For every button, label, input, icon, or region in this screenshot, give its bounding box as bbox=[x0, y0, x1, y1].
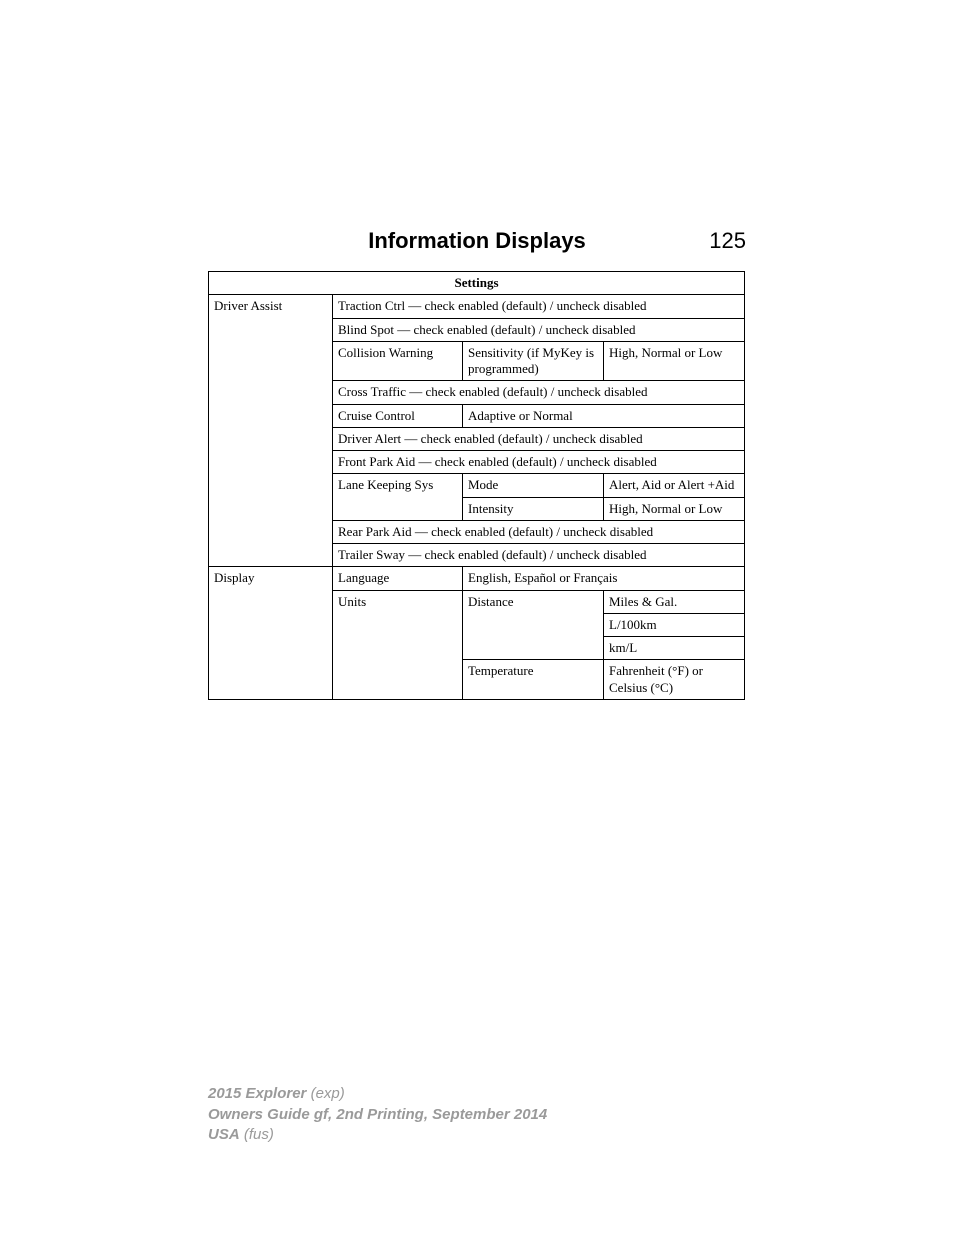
cell-rear-park: Rear Park Aid — check enabled (default) … bbox=[333, 520, 745, 543]
cell-collision-sensitivity: Sensitivity (if MyKey is programmed) bbox=[463, 341, 604, 381]
footer-guide: Owners Guide gf, 2nd Printing, September… bbox=[208, 1106, 547, 1123]
settings-table: Settings Driver Assist Traction Ctrl — c… bbox=[208, 271, 745, 700]
cell-language-value: English, Español or Français bbox=[463, 567, 745, 590]
cell-distance-opt-1: L/100km bbox=[604, 613, 745, 636]
cell-distance-opt-0: Miles & Gal. bbox=[604, 590, 745, 613]
cell-temperature-label: Temperature bbox=[463, 660, 604, 700]
cell-blind-spot: Blind Spot — check enabled (default) / u… bbox=[333, 318, 745, 341]
cell-lane-intensity-value: High, Normal or Low bbox=[604, 497, 745, 520]
cell-traction: Traction Ctrl — check enabled (default) … bbox=[333, 295, 745, 318]
page-number: 125 bbox=[709, 228, 746, 254]
page-title: Information Displays bbox=[368, 228, 586, 254]
cell-units-label: Units bbox=[333, 590, 463, 699]
table-header-row: Settings bbox=[209, 272, 745, 295]
footer-line-3: USA (fus) bbox=[208, 1125, 547, 1145]
cell-trailer-sway: Trailer Sway — check enabled (default) /… bbox=[333, 544, 745, 567]
cell-cruise-label: Cruise Control bbox=[333, 404, 463, 427]
section-label-display: Display bbox=[209, 567, 333, 700]
footer-model: 2015 Explorer bbox=[208, 1085, 306, 1102]
cell-driver-alert: Driver Alert — check enabled (default) /… bbox=[333, 427, 745, 450]
cell-lane-keeping-label: Lane Keeping Sys bbox=[333, 474, 463, 521]
cell-distance-label: Distance bbox=[463, 590, 604, 660]
footer-region: USA bbox=[208, 1126, 240, 1143]
cell-lane-mode-value: Alert, Aid or Alert +Aid bbox=[604, 474, 745, 497]
cell-collision-label: Collision Warning bbox=[333, 341, 463, 381]
page: Information Displays 125 Settings Driver… bbox=[0, 0, 954, 1235]
cell-temperature-value: Fahrenheit (°F) or Celsius (°C) bbox=[604, 660, 745, 700]
footer: 2015 Explorer (exp) Owners Guide gf, 2nd… bbox=[208, 1084, 547, 1145]
table-row: Driver Assist Traction Ctrl — check enab… bbox=[209, 295, 745, 318]
section-label-driver-assist: Driver Assist bbox=[209, 295, 333, 567]
cell-lane-intensity: Intensity bbox=[463, 497, 604, 520]
footer-line-2: Owners Guide gf, 2nd Printing, September… bbox=[208, 1105, 547, 1125]
cell-collision-value: High, Normal or Low bbox=[604, 341, 745, 381]
footer-line-1: 2015 Explorer (exp) bbox=[208, 1084, 547, 1104]
table-title: Settings bbox=[209, 272, 745, 295]
cell-lane-mode: Mode bbox=[463, 474, 604, 497]
cell-language-label: Language bbox=[333, 567, 463, 590]
footer-model-suffix: (exp) bbox=[306, 1085, 344, 1102]
cell-front-park: Front Park Aid — check enabled (default)… bbox=[333, 451, 745, 474]
cell-distance-opt-2: km/L bbox=[604, 637, 745, 660]
cell-cross-traffic: Cross Traffic — check enabled (default) … bbox=[333, 381, 745, 404]
table-row: Display Language English, Español or Fra… bbox=[209, 567, 745, 590]
header: Information Displays bbox=[0, 228, 954, 254]
cell-cruise-value: Adaptive or Normal bbox=[463, 404, 745, 427]
footer-region-suffix: (fus) bbox=[240, 1126, 274, 1143]
